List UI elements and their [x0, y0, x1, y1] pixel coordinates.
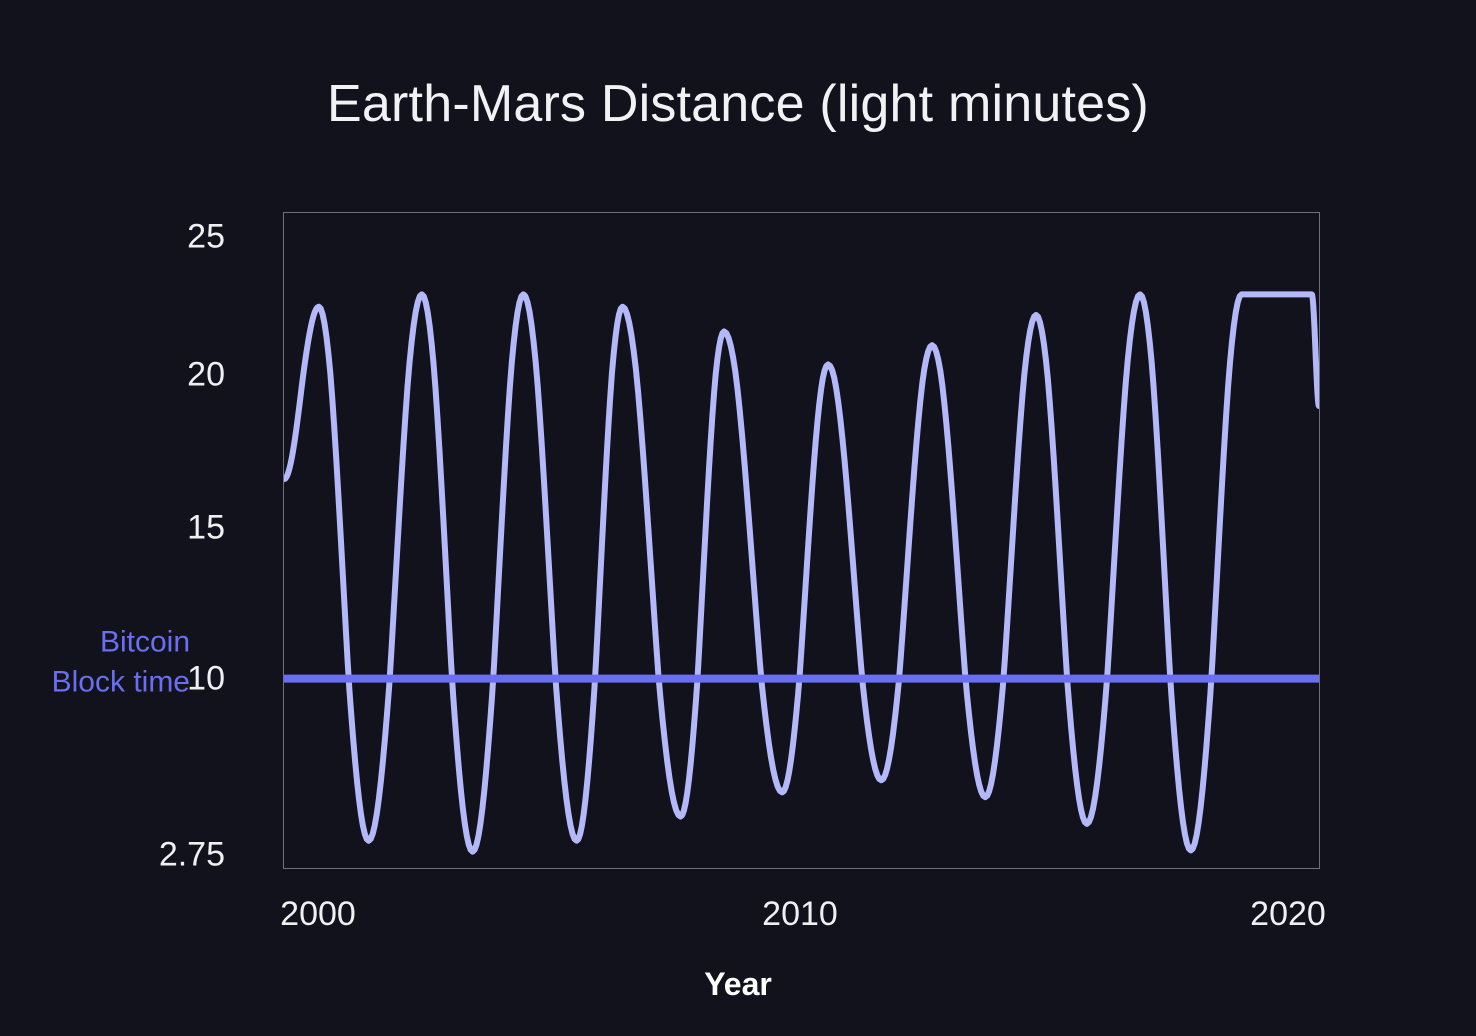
- x-axis-tick-2000: 2000: [280, 895, 356, 933]
- plot-area: [283, 212, 1320, 869]
- earth-mars-distance-curve: [284, 291, 1319, 855]
- x-axis-title: Year: [704, 966, 772, 1002]
- x-axis-tick-2010: 2010: [762, 895, 838, 933]
- y-axis-tick-25: 25: [187, 217, 225, 256]
- x-axis-tick-2020: 2020: [1250, 895, 1326, 933]
- plot-svg: [284, 291, 1319, 855]
- y-axis-tick-2-75: 2.75: [158, 835, 225, 874]
- y-axis-tick-10: 10: [187, 659, 225, 698]
- y-axis-tick-15: 15: [187, 508, 225, 547]
- chart-title: Earth-Mars Distance (light minutes): [327, 75, 1149, 133]
- bitcoin-block-time-annotation-line2: Block time: [51, 665, 190, 698]
- y-axis-tick-20: 20: [187, 355, 225, 394]
- bitcoin-block-time-annotation: Bitcoin Block time: [0, 622, 190, 701]
- bitcoin-block-time-annotation-line1: Bitcoin: [99, 625, 190, 659]
